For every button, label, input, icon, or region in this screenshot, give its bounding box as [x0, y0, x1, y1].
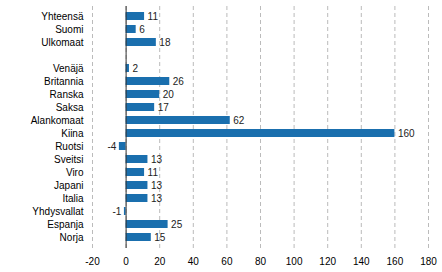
svg-text:Venäjä: Venäjä: [53, 63, 84, 74]
svg-text:20: 20: [154, 256, 166, 267]
svg-text:17: 17: [158, 102, 170, 113]
svg-text:Norja: Norja: [60, 232, 84, 243]
svg-text:100: 100: [286, 256, 303, 267]
svg-text:Espanja: Espanja: [47, 219, 84, 230]
svg-text:Sveitsi: Sveitsi: [54, 154, 83, 165]
svg-text:160: 160: [387, 256, 404, 267]
svg-text:20: 20: [163, 89, 175, 100]
svg-text:40: 40: [188, 256, 200, 267]
svg-text:25: 25: [171, 219, 183, 230]
svg-text:Alankomaat: Alankomaat: [31, 115, 84, 126]
svg-text:13: 13: [151, 193, 163, 204]
svg-text:-1: -1: [113, 206, 122, 217]
svg-text:Ulkomaat: Ulkomaat: [41, 37, 83, 48]
svg-text:180: 180: [420, 256, 437, 267]
svg-text:15: 15: [154, 232, 166, 243]
svg-text:160: 160: [398, 128, 415, 139]
svg-text:-20: -20: [85, 256, 100, 267]
svg-text:Suomi: Suomi: [55, 24, 83, 35]
svg-text:26: 26: [173, 76, 185, 87]
svg-text:Ranska: Ranska: [50, 89, 84, 100]
svg-text:Italia: Italia: [62, 193, 84, 204]
svg-text:62: 62: [233, 115, 245, 126]
svg-text:Japani: Japani: [54, 180, 83, 191]
svg-text:80: 80: [255, 256, 267, 267]
svg-text:-4: -4: [107, 141, 116, 152]
svg-text:Kiina: Kiina: [61, 128, 84, 139]
svg-text:11: 11: [148, 11, 159, 22]
svg-text:Viro: Viro: [66, 167, 84, 178]
svg-text:0: 0: [123, 256, 129, 267]
svg-text:Britannia: Britannia: [44, 76, 84, 87]
svg-text:140: 140: [353, 256, 370, 267]
svg-text:18: 18: [159, 37, 171, 48]
svg-text:Ruotsi: Ruotsi: [55, 141, 83, 152]
svg-text:60: 60: [221, 256, 233, 267]
svg-text:Yhteensä: Yhteensä: [41, 11, 84, 22]
svg-text:6: 6: [139, 24, 145, 35]
svg-text:Saksa: Saksa: [56, 102, 84, 113]
svg-text:Yhdysvallat: Yhdysvallat: [32, 206, 83, 217]
svg-text:13: 13: [151, 154, 163, 165]
svg-text:11: 11: [148, 167, 159, 178]
svg-text:2: 2: [132, 63, 138, 74]
svg-text:13: 13: [151, 180, 163, 191]
svg-text:120: 120: [319, 256, 336, 267]
